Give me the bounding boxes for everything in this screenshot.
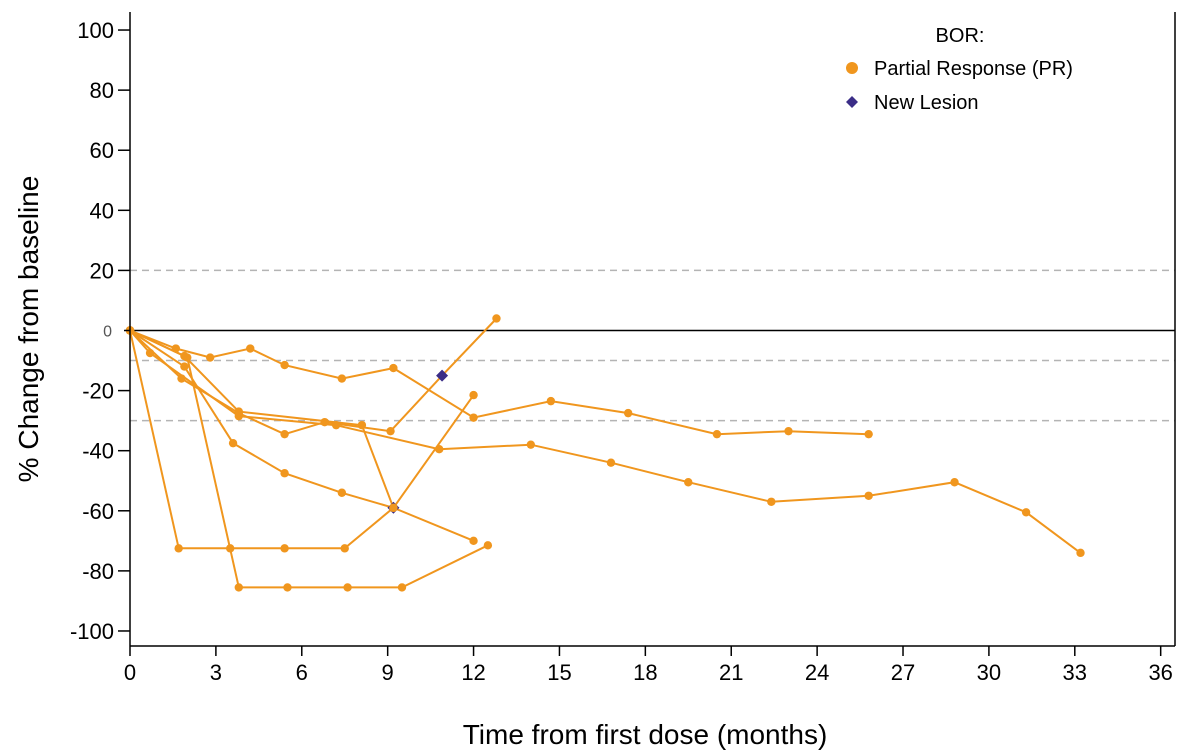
ticks: 0 3 6 9 12 15 18 21 24 27 30 33 36-100-80-60-40-2002… xyxy=(70,18,1173,685)
y-tick-label: 60 xyxy=(90,138,114,163)
data-point xyxy=(469,536,478,546)
data-point xyxy=(606,458,616,467)
x-tick-label: 3 xyxy=(210,660,222,685)
new-lesion-point xyxy=(436,369,449,382)
y-tick-label: -80 xyxy=(82,559,114,584)
data-point xyxy=(177,374,186,383)
data-point xyxy=(145,348,155,358)
data-point xyxy=(280,469,289,478)
y-axis-title: % Change from baseline xyxy=(13,176,44,483)
data-point xyxy=(483,541,493,550)
legend-new-lesion-label: New Lesion xyxy=(874,92,979,114)
x-tick-label: 21 xyxy=(719,660,743,685)
x-tick-label: 36 xyxy=(1148,660,1172,685)
data-point xyxy=(331,420,341,430)
data-point xyxy=(397,583,407,592)
data-point xyxy=(950,478,959,487)
data-point xyxy=(283,583,292,592)
x-tick-label: 9 xyxy=(382,660,394,685)
data-point xyxy=(246,344,255,353)
data-point xyxy=(180,362,189,371)
data-point xyxy=(623,408,633,418)
y-tick-label: 80 xyxy=(90,78,114,103)
data-point xyxy=(228,438,238,448)
x-tick-label: 24 xyxy=(805,660,829,685)
data-point xyxy=(526,440,536,449)
x-tick-label: 6 xyxy=(296,660,308,685)
y-tick-label: 20 xyxy=(90,258,114,283)
data-point xyxy=(320,417,329,427)
x-tick-label: 30 xyxy=(977,660,1001,685)
y-tick-label: -60 xyxy=(82,499,114,524)
data-point xyxy=(234,407,243,416)
legend-pr-label: Partial Response (PR) xyxy=(874,58,1073,80)
data-point xyxy=(784,426,793,436)
y-tick-label: -20 xyxy=(82,379,114,404)
data-point xyxy=(280,544,289,553)
data-point xyxy=(712,429,722,439)
x-tick-label: 15 xyxy=(547,660,571,685)
data-point xyxy=(492,314,501,323)
data-point xyxy=(864,429,873,439)
series-line-2 xyxy=(129,317,498,436)
x-tick-label: 18 xyxy=(633,660,657,685)
data-point xyxy=(767,497,776,506)
data-point xyxy=(389,503,398,512)
y-tick-label: 40 xyxy=(90,198,114,223)
data-point xyxy=(1021,508,1031,517)
data-point xyxy=(546,396,556,406)
data-point xyxy=(340,544,349,553)
data-point xyxy=(435,444,444,454)
series-lines xyxy=(129,317,1082,589)
series-points xyxy=(125,314,1085,592)
legend-title: BOR: xyxy=(936,25,985,47)
series-line-5 xyxy=(129,329,474,542)
data-point xyxy=(1076,548,1085,558)
x-tick-label: 33 xyxy=(1063,660,1087,685)
legend: BOR: Partial Response (PR) New Lesion xyxy=(846,25,1073,114)
data-point xyxy=(386,426,395,436)
data-point xyxy=(337,488,347,497)
data-point xyxy=(280,429,289,439)
data-point xyxy=(357,420,367,430)
axes xyxy=(129,12,1176,647)
data-point xyxy=(343,583,352,592)
data-point xyxy=(205,353,215,362)
y-tick-label: -100 xyxy=(70,619,114,644)
data-point xyxy=(684,478,693,487)
y-tick-label: 0 xyxy=(103,324,112,341)
data-point xyxy=(226,544,235,553)
legend-new-lesion-marker xyxy=(846,96,858,108)
data-point xyxy=(183,353,192,362)
x-tick-label: 12 xyxy=(461,660,485,685)
data-point xyxy=(171,344,181,353)
data-point xyxy=(864,491,873,500)
y-tick-label: 100 xyxy=(77,18,114,43)
data-point xyxy=(389,363,398,373)
x-axis-title: Time from first dose (months) xyxy=(463,719,828,750)
x-tick-label: 0 xyxy=(124,660,136,685)
data-point xyxy=(234,583,243,592)
data-point xyxy=(337,374,347,383)
y-tick-label: -40 xyxy=(82,439,114,464)
series-line-6 xyxy=(129,330,395,550)
reference-lines xyxy=(130,269,1175,422)
series-line-3 xyxy=(129,329,1082,554)
x-tick-label: 27 xyxy=(891,660,915,685)
legend-pr-marker xyxy=(846,62,858,74)
data-point xyxy=(174,544,183,553)
data-point xyxy=(280,360,289,370)
data-point xyxy=(469,390,478,400)
data-point xyxy=(469,413,478,422)
